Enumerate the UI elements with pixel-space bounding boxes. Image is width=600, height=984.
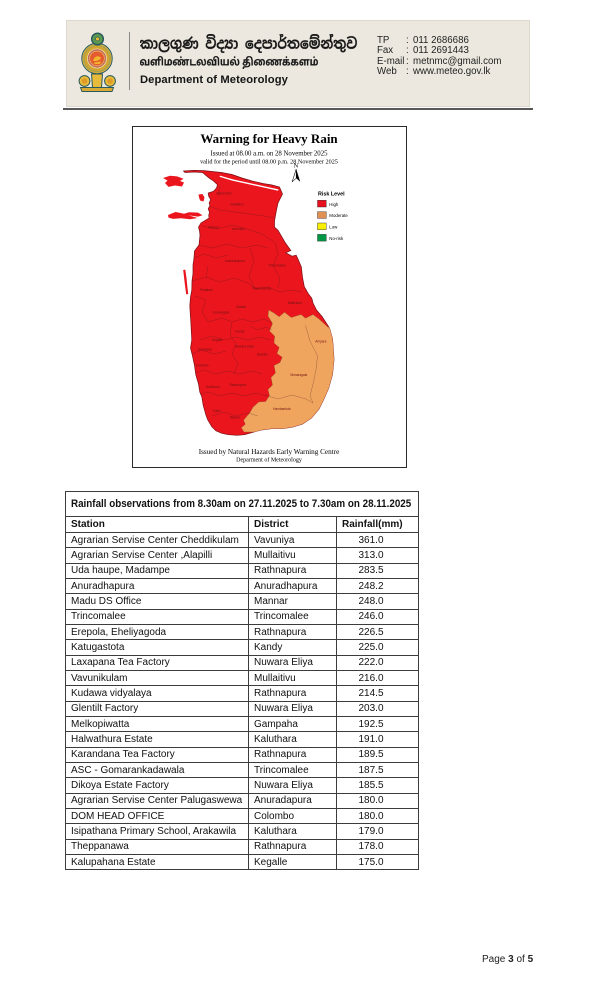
svg-text:Mannar: Mannar: [208, 226, 220, 230]
svg-text:Mullaitivu: Mullaitivu: [230, 203, 244, 207]
svg-text:Kilinochchi: Kilinochchi: [216, 191, 232, 195]
svg-text:Kurunegala: Kurunegala: [213, 310, 230, 314]
svg-text:Gampaha: Gampaha: [198, 348, 212, 352]
svg-text:Polonnaruwa: Polonnaruwa: [253, 287, 272, 291]
svg-text:Vavuniya: Vavuniya: [232, 227, 245, 231]
svg-text:Galle: Galle: [213, 409, 221, 413]
svg-text:Kandy: Kandy: [235, 329, 244, 333]
svg-text:Batticaloa: Batticaloa: [288, 301, 302, 305]
svg-text:Warning for Heavy Rain: Warning for Heavy Rain: [200, 131, 338, 146]
svg-text:Nuwara Eliya: Nuwara Eliya: [235, 344, 254, 348]
svg-text:Badulla: Badulla: [257, 352, 268, 356]
svg-text:Matara: Matara: [230, 416, 240, 420]
svg-text:Deparment of Meteorology: Deparment of Meteorology: [236, 457, 302, 464]
svg-text:High: High: [329, 202, 339, 207]
svg-text:N: N: [294, 163, 299, 170]
svg-text:Moderate: Moderate: [329, 213, 348, 218]
svg-text:Puttalam: Puttalam: [200, 288, 213, 292]
svg-text:Monaragala: Monaragala: [290, 373, 307, 377]
svg-text:Kegalle: Kegalle: [212, 338, 223, 342]
svg-text:Rathnapura: Rathnapura: [230, 383, 247, 387]
svg-text:Matale: Matale: [237, 305, 247, 309]
svg-text:Risk Level: Risk Level: [318, 192, 345, 198]
svg-text:Hambantota: Hambantota: [273, 407, 291, 411]
svg-text:valid for the period until 08.: valid for the period until 08.00 p.m. 28…: [200, 159, 338, 166]
svg-text:Issued at 08.00 a.m. on 28 Nov: Issued at 08.00 a.m. on 28 November 2025: [210, 151, 328, 158]
svg-text:Low: Low: [329, 225, 338, 230]
svg-text:No-risk: No-risk: [329, 236, 344, 241]
svg-text:Kaluthara: Kaluthara: [206, 385, 220, 389]
svg-text:Anuradhapura: Anuradhapura: [225, 259, 245, 263]
svg-text:Issued by Natural Hazards Earl: Issued by Natural Hazards Early Warning …: [199, 448, 340, 456]
svg-text:Ampara: Ampara: [315, 339, 326, 343]
svg-text:Trincomalee: Trincomalee: [268, 264, 286, 268]
svg-text:Colombo: Colombo: [196, 364, 209, 368]
